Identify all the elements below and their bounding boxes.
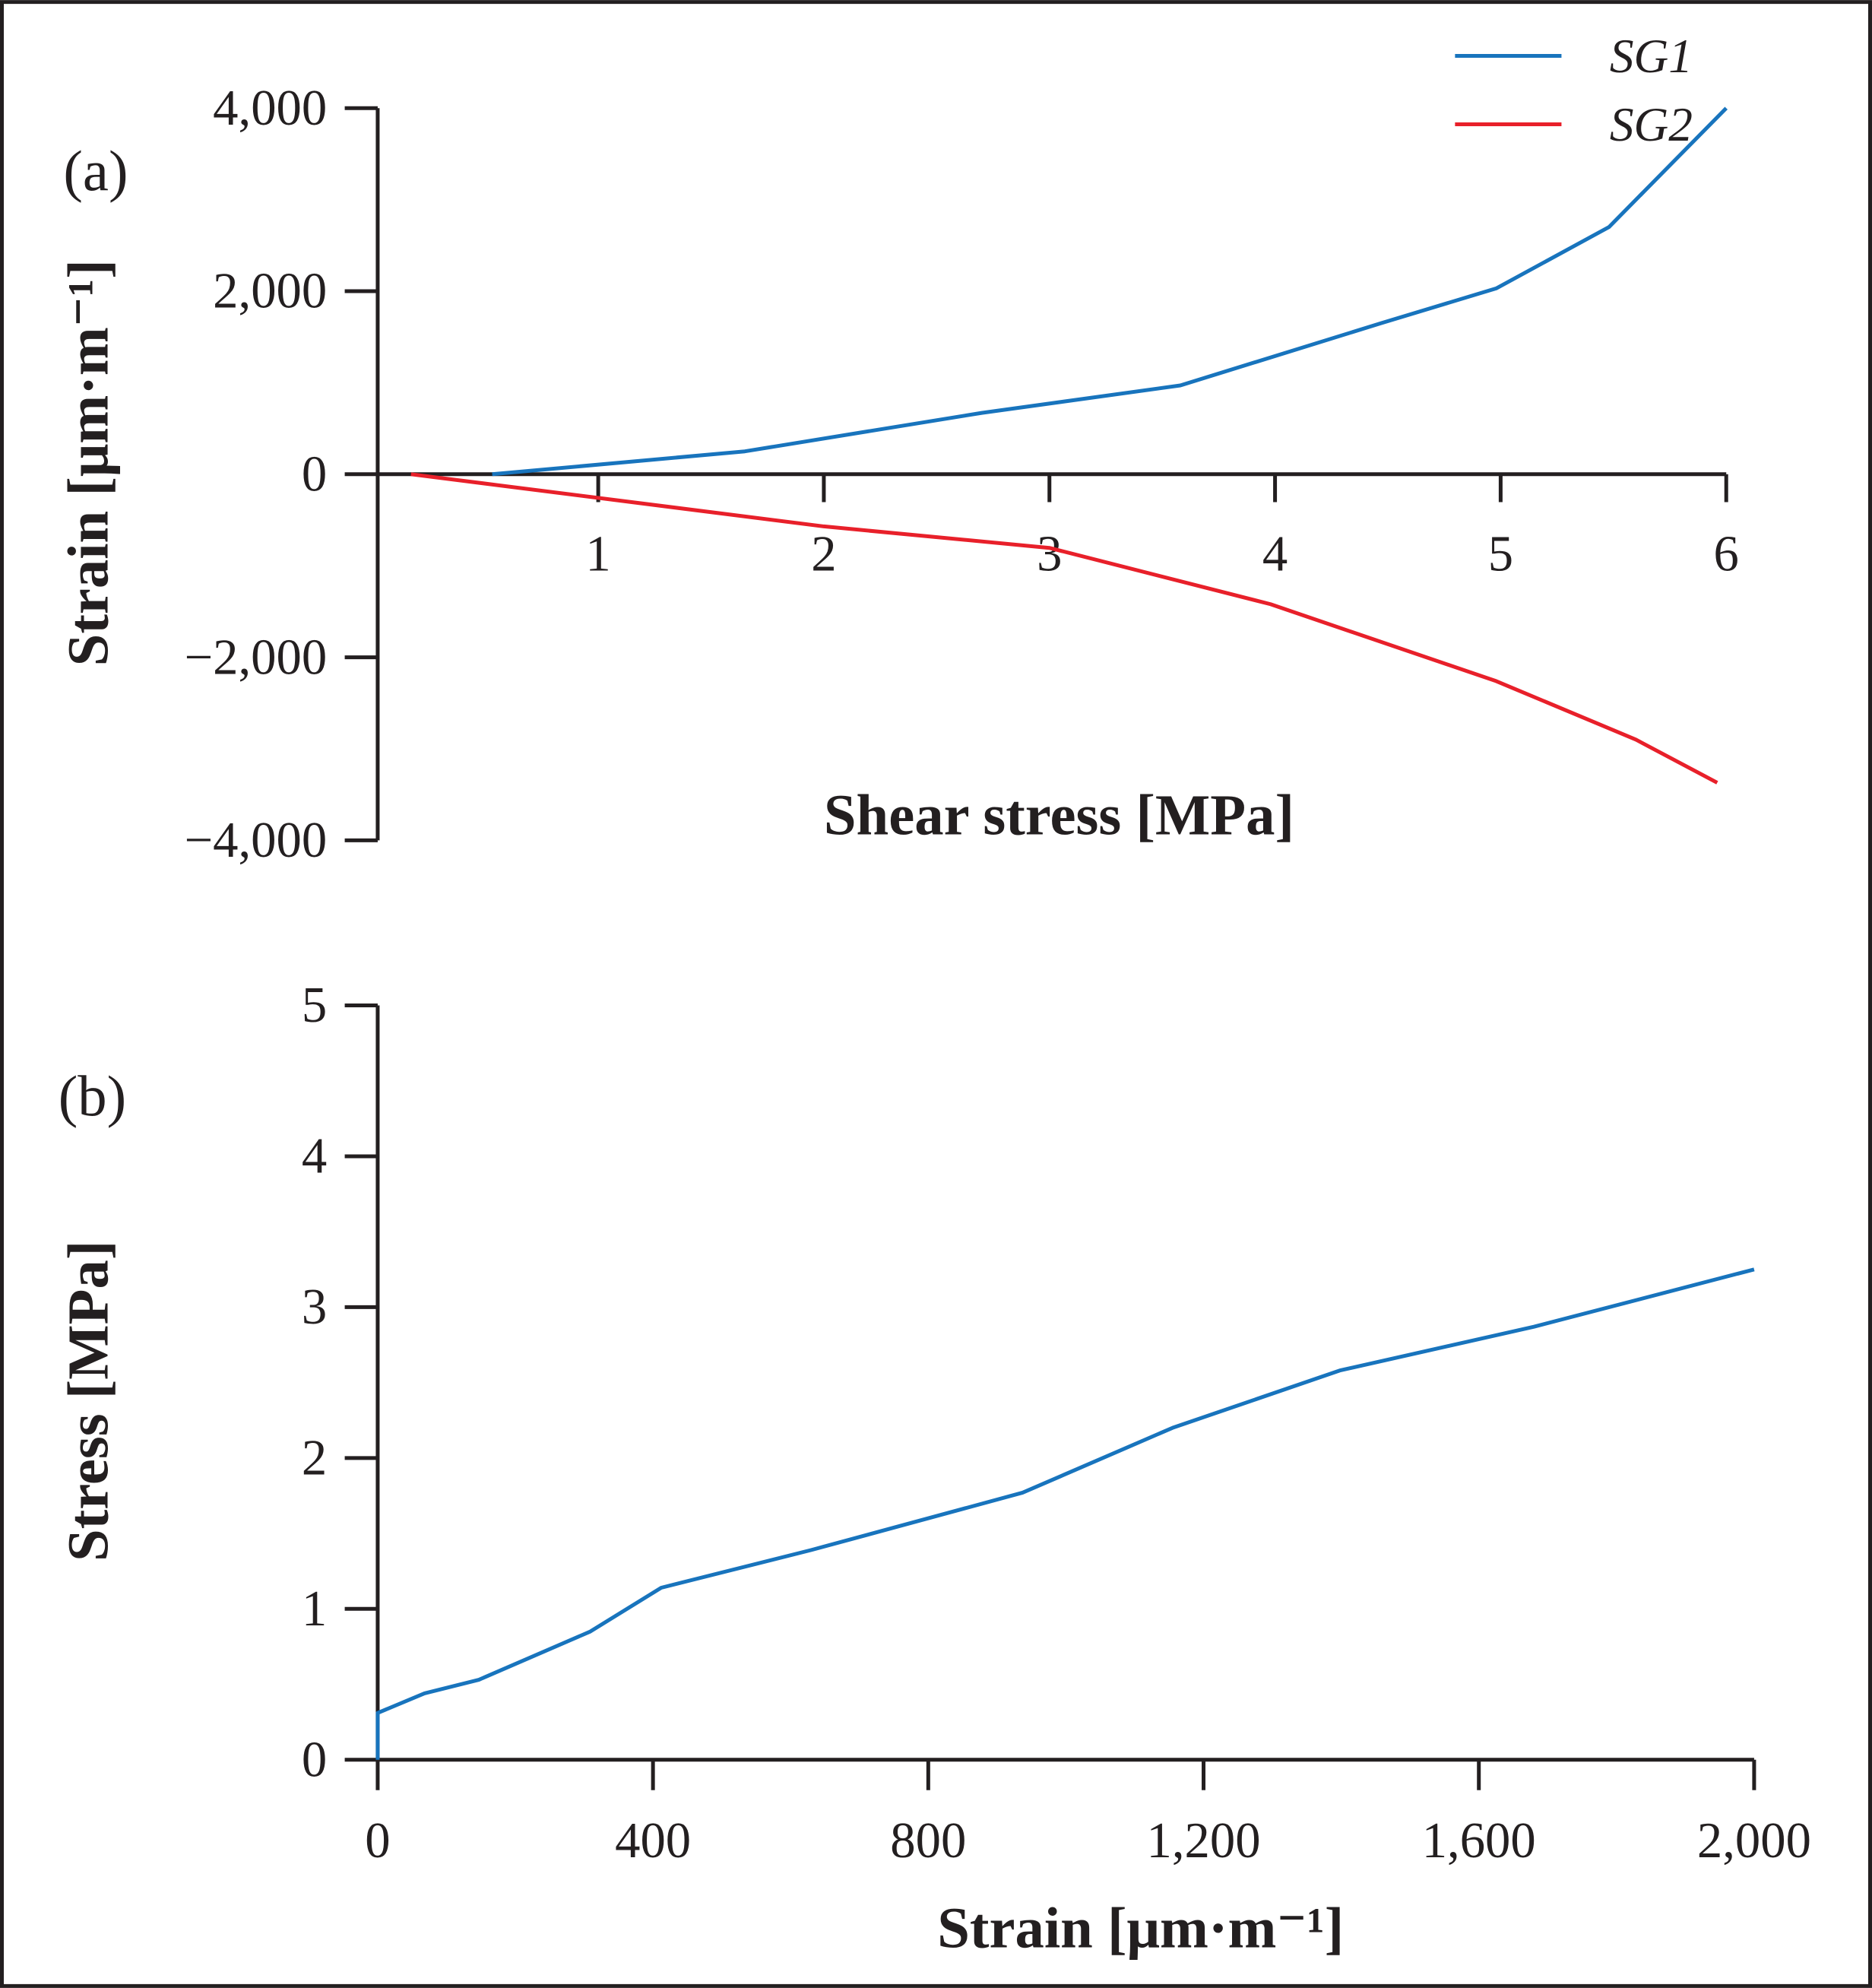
series-line-sg1: [492, 106, 1728, 477]
y-tick-label-b: 1: [302, 1581, 327, 1637]
y-axis-label-b: Stress [MPa]: [56, 1241, 121, 1562]
panel-label-b: (b): [59, 1064, 126, 1129]
series-line-sg2: [410, 472, 1718, 785]
x-tick-label-a: 6: [1714, 527, 1739, 582]
y-tick-label-a: 2,000: [213, 264, 327, 319]
x-tick-label-a: 1: [585, 527, 610, 582]
x-tick-label-b: 2,000: [1697, 1813, 1811, 1869]
x-tick-label-a: 5: [1488, 527, 1513, 582]
y-tick-label-b: 5: [302, 978, 327, 1033]
x-tick-label-b: 0: [365, 1813, 390, 1869]
y-tick-label-a: −4,000: [185, 813, 328, 868]
x-tick-label-a: 3: [1037, 527, 1062, 582]
x-axis-label-b: Strain [μm·m⁻¹]: [937, 1896, 1344, 1961]
x-tick-label-b: 1,600: [1422, 1813, 1536, 1869]
y-tick-label-a: −2,000: [185, 629, 328, 685]
x-tick-label-b: 800: [890, 1813, 966, 1869]
chart-b: (b) Strain [μm·m⁻¹] Stress [MPa] 0 1 2 3 4 5 0…: [56, 978, 1811, 1960]
x-axis-label-a: Shear stress [MPa]: [824, 782, 1294, 847]
y-tick-label-a: 4,000: [213, 81, 327, 136]
x-tick-label-b: 1,200: [1147, 1813, 1261, 1869]
panel-label-a: (a): [63, 138, 128, 203]
x-tick-label-a: 2: [811, 527, 836, 582]
y-tick-label-b: 0: [302, 1732, 327, 1787]
chart-a: (a) Shear stress [MPa] Strain [μm·m⁻¹] 4…: [56, 30, 1739, 868]
y-tick-label-b: 4: [302, 1129, 327, 1184]
y-tick-label-a: 0: [302, 446, 327, 502]
y-axis-label-a: Strain [μm·m⁻¹]: [56, 259, 121, 666]
series-line-stress-strain: [375, 1267, 1755, 1760]
y-tick-label-b: 3: [302, 1279, 327, 1335]
x-tick-label-a: 4: [1262, 527, 1288, 582]
x-tick-label-b: 400: [615, 1813, 691, 1869]
legend-label-sg2: SG2: [1610, 98, 1693, 151]
y-tick-label-b: 2: [302, 1431, 327, 1486]
legend-label-sg1: SG1: [1610, 30, 1693, 83]
